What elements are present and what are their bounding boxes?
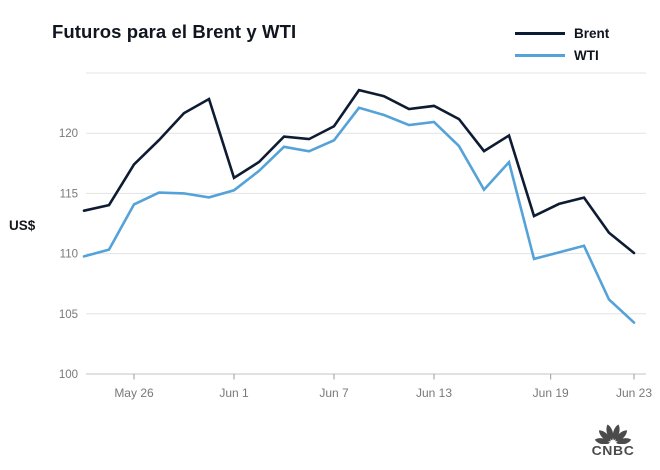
x-tick-label: Jun 13 [416,386,452,400]
wti-line [82,106,636,324]
x-tick-label: May 26 [114,386,154,400]
legend-item-wti: WTI [515,47,609,64]
x-tick-label: Jun 1 [219,386,249,400]
cnbc-peacock-icon [594,424,632,444]
legend-label-wti: WTI [574,48,599,63]
y-tick-label: 105 [59,309,78,321]
x-tick-label: Jun 7 [319,386,349,400]
x-tick-label: Jun 23 [616,386,652,400]
x-tick-label: Jun 19 [533,386,569,400]
wti-line-swatch [515,53,565,58]
legend-item-brent: Brent [515,25,609,42]
y-axis-unit-label: US$ [9,218,36,233]
legend: Brent WTI [515,25,609,69]
legend-label-brent: Brent [574,26,610,41]
y-tick-label: 115 [60,188,78,200]
cnbc-logo-text: CNBC [591,442,635,458]
cnbc-logo: CNBC [588,420,638,457]
chart-title: Futuros para el Brent y WTI [52,21,297,42]
y-tick-label: 100 [59,369,78,381]
y-tick-label: 110 [60,249,78,261]
brent-line-swatch [515,31,565,36]
y-tick-label: 120 [59,128,78,140]
brent-line [82,88,636,255]
